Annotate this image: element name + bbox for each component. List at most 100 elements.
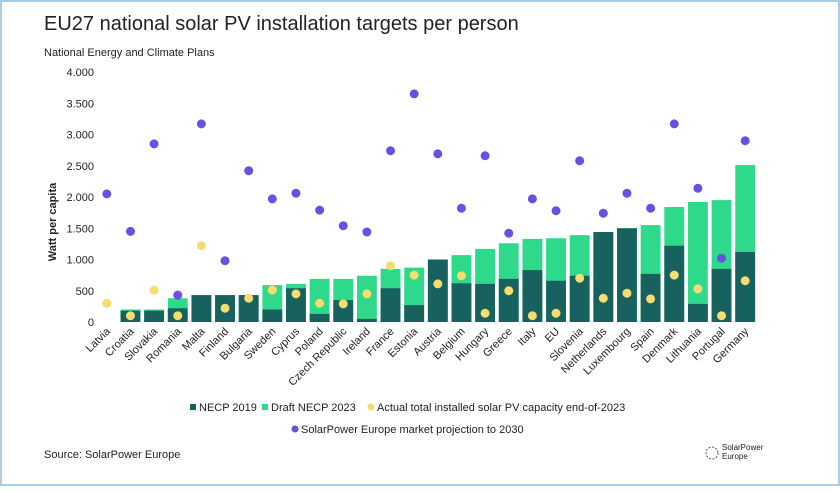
point — [622, 188, 632, 198]
bar — [475, 283, 496, 322]
point — [598, 293, 608, 303]
point — [717, 253, 727, 263]
bar — [191, 295, 212, 322]
bar — [664, 245, 685, 322]
bar — [262, 309, 283, 322]
point — [315, 298, 325, 308]
bar — [546, 280, 566, 322]
logo-text: Europe — [722, 452, 748, 461]
bar — [380, 288, 401, 322]
point — [149, 285, 159, 295]
y-tick-label: 4.000 — [66, 67, 94, 79]
point — [740, 276, 750, 286]
y-tick-label: 2.000 — [66, 192, 94, 204]
logo-text: SolarPower — [722, 443, 764, 452]
point — [693, 183, 703, 193]
point — [315, 205, 325, 215]
point — [504, 228, 514, 238]
y-tick-label: 3.000 — [66, 130, 94, 142]
point — [338, 221, 348, 231]
bar — [238, 295, 259, 322]
point — [646, 294, 656, 304]
point — [740, 136, 750, 146]
bar — [593, 232, 614, 322]
legend-swatch — [291, 425, 299, 433]
point — [267, 285, 277, 295]
point — [717, 311, 727, 321]
point — [551, 308, 561, 318]
bar — [617, 228, 637, 322]
point — [480, 151, 490, 161]
point — [598, 208, 608, 218]
bar — [356, 318, 377, 322]
point — [220, 303, 230, 313]
legend-swatch — [367, 403, 375, 411]
point — [527, 194, 537, 204]
point — [527, 311, 537, 321]
legend-swatch — [190, 404, 196, 410]
point — [125, 311, 135, 321]
y-tick-label: 500 — [76, 286, 94, 298]
point — [244, 293, 254, 303]
source: Source: SolarPower Europe — [44, 449, 180, 461]
bar — [687, 202, 708, 322]
point — [646, 203, 656, 213]
point — [362, 227, 372, 237]
y-tick-label: 1.500 — [66, 223, 94, 235]
point — [196, 119, 206, 129]
bar — [687, 303, 708, 322]
legend-label: NECP 2019 — [199, 402, 257, 414]
bar — [451, 283, 472, 322]
point — [433, 279, 443, 289]
point — [338, 299, 348, 309]
bar — [427, 259, 448, 322]
point — [291, 188, 301, 198]
bar — [735, 252, 756, 322]
point — [409, 89, 419, 99]
bar — [144, 310, 165, 322]
point — [456, 203, 466, 213]
legend-label: SolarPower Europe market projection to 2… — [301, 424, 524, 436]
bar — [356, 275, 377, 322]
point — [267, 194, 277, 204]
point — [291, 289, 301, 299]
chart-subtitle: National Energy and Climate Plans — [44, 47, 215, 59]
point — [456, 271, 466, 281]
legend-label: Actual total installed solar PV capacity… — [377, 402, 625, 414]
point — [102, 189, 112, 199]
y-tick-label: 2.500 — [66, 161, 94, 173]
point — [669, 119, 679, 129]
y-tick-label: 3.500 — [66, 98, 94, 110]
point — [386, 261, 396, 271]
point — [173, 290, 183, 300]
point — [409, 270, 419, 280]
point — [196, 241, 206, 251]
point — [149, 139, 159, 149]
point — [480, 308, 490, 318]
bar — [711, 268, 732, 322]
legend-label: Draft NECP 2023 — [271, 402, 356, 414]
bar — [333, 300, 354, 322]
logo-icon — [705, 446, 719, 460]
point — [362, 289, 372, 299]
legend-swatch — [262, 404, 268, 410]
point — [433, 149, 443, 159]
point — [244, 166, 254, 176]
point — [669, 270, 679, 280]
point — [125, 226, 135, 236]
point — [220, 256, 230, 266]
point — [575, 273, 585, 283]
point — [386, 146, 396, 156]
point — [575, 156, 585, 166]
point — [102, 298, 112, 308]
point — [693, 284, 703, 294]
y-tick-label: 1.000 — [66, 255, 94, 267]
chart-title: EU27 national solar PV installation targ… — [44, 13, 519, 35]
y-axis-label: Watt per capita — [47, 182, 59, 261]
point — [173, 311, 183, 321]
point — [504, 286, 514, 296]
bar — [522, 270, 543, 322]
point — [551, 206, 561, 216]
bar — [569, 275, 590, 322]
